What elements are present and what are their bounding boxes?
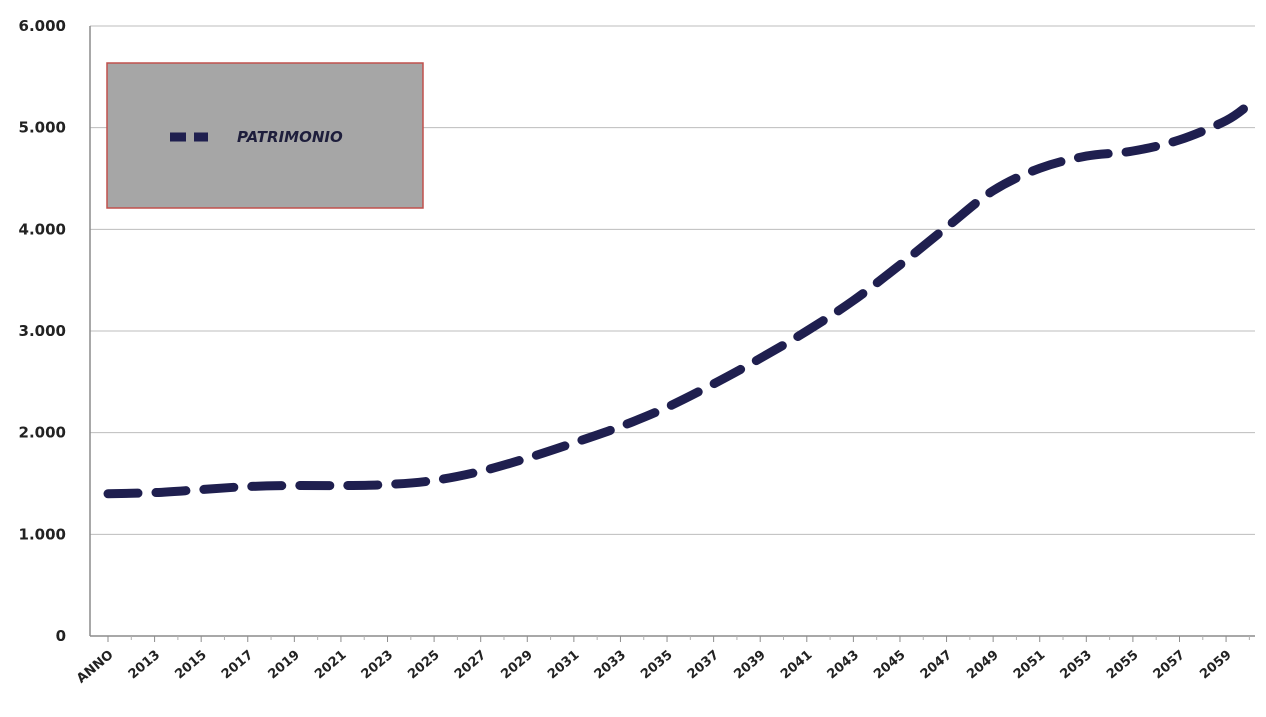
x-tick-label: 2059 bbox=[1197, 648, 1234, 683]
x-tick-label: 2049 bbox=[964, 648, 1001, 683]
x-tick-label: 2039 bbox=[731, 648, 768, 683]
x-tick-label: 2047 bbox=[918, 648, 955, 683]
x-tick-label: 2031 bbox=[545, 648, 582, 683]
series-layer bbox=[103, 99, 1254, 499]
series-line-patrimonio bbox=[103, 99, 1254, 499]
x-tick-label: 2013 bbox=[126, 648, 163, 683]
y-tick-label: 1.000 bbox=[19, 525, 66, 543]
x-tick-label: 2057 bbox=[1151, 648, 1188, 683]
x-tick-label: 2041 bbox=[778, 648, 815, 683]
x-tick-label: 2015 bbox=[172, 648, 209, 683]
x-tick-label: 2055 bbox=[1104, 648, 1141, 683]
y-tick-label: 6.000 bbox=[19, 17, 66, 35]
legend-label-patrimonio: PATRIMONIO bbox=[237, 128, 343, 146]
y-tick-label: 5.000 bbox=[19, 119, 66, 137]
x-tick-label: 2023 bbox=[359, 648, 396, 683]
y-tick-label: 2.000 bbox=[19, 424, 66, 442]
x-tick-label: 2017 bbox=[219, 648, 256, 683]
legend: PATRIMONIO bbox=[106, 62, 424, 209]
x-tick-label: 2037 bbox=[685, 648, 722, 683]
y-tick-label: 4.000 bbox=[19, 220, 66, 238]
y-tick-label: 3.000 bbox=[19, 322, 66, 340]
x-tick-label: 2021 bbox=[312, 648, 349, 683]
x-tick-label: 2053 bbox=[1058, 648, 1095, 683]
x-tick-label: 2019 bbox=[266, 648, 303, 683]
x-tick-label: 2025 bbox=[405, 648, 442, 683]
x-tick-label: 2043 bbox=[825, 648, 862, 683]
y-tick-label: 0 bbox=[56, 627, 66, 645]
x-tick-label: 2045 bbox=[871, 648, 908, 683]
x-tick-label: 2029 bbox=[498, 648, 535, 683]
x-tick-label: 2035 bbox=[638, 648, 675, 683]
x-tick-label: ANNO bbox=[74, 648, 116, 687]
x-tick-label: 2033 bbox=[592, 648, 629, 683]
x-tick-label: 2027 bbox=[452, 648, 489, 683]
legend-box bbox=[106, 62, 424, 209]
x-tick-label: 2051 bbox=[1011, 648, 1048, 683]
